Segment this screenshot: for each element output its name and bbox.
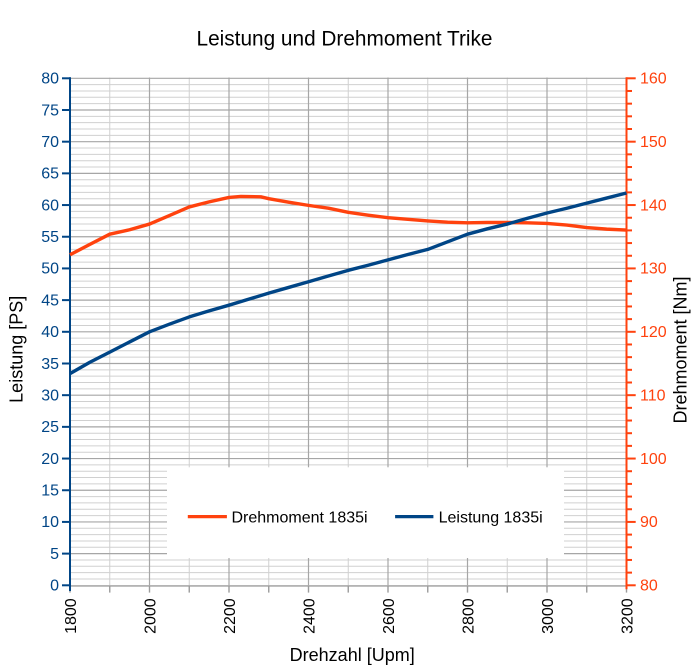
svg-text:2600: 2600 xyxy=(381,598,398,634)
svg-text:45: 45 xyxy=(41,292,59,309)
svg-text:150: 150 xyxy=(640,134,667,151)
svg-text:30: 30 xyxy=(41,387,59,404)
svg-text:5: 5 xyxy=(50,546,59,563)
svg-text:130: 130 xyxy=(640,261,667,278)
svg-text:2000: 2000 xyxy=(142,598,159,634)
svg-text:15: 15 xyxy=(41,483,59,500)
svg-text:3200: 3200 xyxy=(619,598,636,634)
svg-text:3000: 3000 xyxy=(540,598,557,634)
svg-text:Leistung [PS]: Leistung [PS] xyxy=(7,296,27,403)
svg-text:25: 25 xyxy=(41,419,59,436)
svg-text:100: 100 xyxy=(640,451,667,468)
svg-text:2800: 2800 xyxy=(460,598,477,634)
svg-text:50: 50 xyxy=(41,261,59,278)
svg-text:Leistung 1835i: Leistung 1835i xyxy=(439,509,543,526)
svg-text:80: 80 xyxy=(640,578,658,595)
svg-text:75: 75 xyxy=(41,102,59,119)
svg-text:55: 55 xyxy=(41,229,59,246)
svg-text:10: 10 xyxy=(41,514,59,531)
svg-text:20: 20 xyxy=(41,451,59,468)
svg-text:1800: 1800 xyxy=(63,598,80,634)
svg-text:70: 70 xyxy=(41,134,59,151)
svg-text:Drehzahl [Upm]: Drehzahl [Upm] xyxy=(290,645,415,665)
svg-text:80: 80 xyxy=(41,71,59,88)
svg-text:90: 90 xyxy=(640,514,658,531)
svg-text:120: 120 xyxy=(640,324,667,341)
svg-text:110: 110 xyxy=(640,387,666,404)
svg-text:160: 160 xyxy=(640,71,667,88)
svg-text:2200: 2200 xyxy=(222,598,239,634)
svg-text:0: 0 xyxy=(50,578,59,595)
svg-text:2400: 2400 xyxy=(301,598,318,634)
svg-text:65: 65 xyxy=(41,166,59,183)
svg-text:Leistung und Drehmoment Trike: Leistung und Drehmoment Trike xyxy=(197,27,493,50)
svg-text:140: 140 xyxy=(640,197,667,214)
svg-text:60: 60 xyxy=(41,197,59,214)
svg-text:40: 40 xyxy=(41,324,59,341)
svg-text:Drehmoment [Nm]: Drehmoment [Nm] xyxy=(671,276,691,423)
svg-text:35: 35 xyxy=(41,356,59,373)
svg-text:Drehmoment 1835i: Drehmoment 1835i xyxy=(232,509,368,526)
